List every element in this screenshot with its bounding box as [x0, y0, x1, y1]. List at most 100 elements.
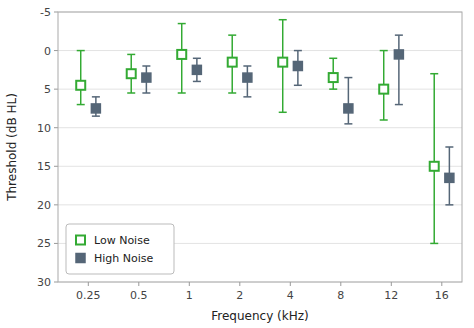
- grid-line: [58, 166, 462, 167]
- legend-box: [66, 224, 174, 274]
- error-cap-upper: [193, 81, 201, 83]
- error-bar-upper: [282, 62, 284, 112]
- x-tick-label: 1: [186, 289, 193, 302]
- error-cap-lower: [380, 50, 388, 52]
- marker: [127, 69, 136, 78]
- marker: [394, 50, 403, 59]
- legend-label: High Noise: [94, 252, 154, 265]
- error-bar-upper: [398, 54, 400, 104]
- x-tick-label: 8: [337, 289, 344, 302]
- x-tick: [290, 282, 291, 286]
- axes: -50510152025300.250.512481216: [37, 6, 462, 302]
- error-cap-upper: [178, 92, 186, 94]
- error-cap-upper: [380, 119, 388, 121]
- chart-svg: -50510152025300.250.512481216Frequency (…: [0, 0, 474, 328]
- error-cap-upper: [344, 123, 352, 125]
- y-tick: [54, 282, 58, 283]
- x-tick-label: 0.5: [130, 289, 148, 302]
- error-cap-upper: [430, 243, 438, 245]
- y-tick-label: 10: [37, 122, 51, 135]
- marker: [243, 73, 252, 82]
- x-tick: [441, 282, 442, 286]
- error-cap-upper: [228, 92, 236, 94]
- error-bar-lower: [383, 51, 385, 90]
- y-tick-label: 25: [37, 237, 51, 250]
- error-cap-lower: [430, 73, 438, 75]
- marker: [91, 104, 100, 113]
- x-tick: [340, 282, 341, 286]
- error-cap-lower: [294, 50, 302, 52]
- data-group: [76, 20, 454, 244]
- error-cap-lower: [193, 58, 201, 60]
- series-0: [76, 20, 439, 244]
- error-cap-lower: [92, 96, 100, 98]
- x-tick: [138, 282, 139, 286]
- marker: [76, 81, 85, 90]
- error-cap-upper: [127, 92, 135, 94]
- y-tick-label: 15: [37, 160, 51, 173]
- x-tick: [88, 282, 89, 286]
- error-cap-lower: [142, 65, 150, 67]
- error-cap-upper: [279, 112, 287, 114]
- error-cap-upper: [329, 88, 337, 90]
- legend-label: Low Noise: [94, 234, 150, 247]
- error-bar-upper: [433, 166, 435, 243]
- error-cap-lower: [127, 54, 135, 56]
- y-tick: [54, 127, 58, 128]
- legend-swatch: [76, 254, 85, 263]
- x-tick-label: 16: [435, 289, 449, 302]
- x-tick-label: 4: [287, 289, 294, 302]
- error-cap-upper: [445, 204, 453, 206]
- error-cap-lower: [178, 23, 186, 25]
- y-tick: [54, 204, 58, 205]
- y-tick: [54, 89, 58, 90]
- error-cap-upper: [294, 85, 302, 87]
- plot-frame: [58, 12, 462, 282]
- error-cap-upper: [395, 104, 403, 106]
- marker: [278, 58, 287, 67]
- error-bar-upper: [181, 54, 183, 93]
- grid-line: [58, 127, 462, 128]
- error-cap-upper: [77, 104, 85, 106]
- x-tick-label: 0.25: [76, 289, 101, 302]
- y-tick-label: 5: [44, 83, 51, 96]
- marker: [329, 73, 338, 82]
- x-tick-label: 2: [236, 289, 243, 302]
- marker: [177, 50, 186, 59]
- error-cap-upper: [92, 115, 100, 117]
- y-tick-label: 0: [44, 45, 51, 58]
- marker: [228, 58, 237, 67]
- x-axis-label: Frequency (kHz): [211, 309, 308, 323]
- grid-line: [58, 89, 462, 90]
- error-cap-lower: [279, 19, 287, 21]
- y-tick: [54, 243, 58, 244]
- marker: [445, 173, 454, 182]
- y-tick: [54, 12, 58, 13]
- marker: [344, 104, 353, 113]
- x-tick: [391, 282, 392, 286]
- error-bar-lower: [433, 74, 435, 167]
- marker: [430, 162, 439, 171]
- series-1: [91, 35, 454, 205]
- chart-container: -50510152025300.250.512481216Frequency (…: [0, 0, 474, 328]
- marker: [293, 62, 302, 71]
- y-tick: [54, 50, 58, 51]
- marker: [379, 85, 388, 94]
- error-cap-upper: [142, 92, 150, 94]
- error-cap-lower: [329, 58, 337, 60]
- error-cap-lower: [445, 146, 453, 148]
- legend-swatch: [76, 236, 85, 245]
- legend: Low Noise High Noise: [66, 224, 174, 274]
- error-cap-lower: [77, 50, 85, 52]
- x-tick-label: 12: [384, 289, 398, 302]
- y-tick-label: -5: [40, 6, 51, 19]
- error-bar-lower: [282, 20, 284, 62]
- error-cap-lower: [228, 34, 236, 36]
- x-tick: [239, 282, 240, 286]
- y-axis-label: Threshold (dB HL): [5, 93, 19, 202]
- y-tick-label: 20: [37, 199, 51, 212]
- error-cap-lower: [243, 65, 251, 67]
- y-tick: [54, 166, 58, 167]
- marker: [192, 65, 201, 74]
- grid-line: [58, 204, 462, 205]
